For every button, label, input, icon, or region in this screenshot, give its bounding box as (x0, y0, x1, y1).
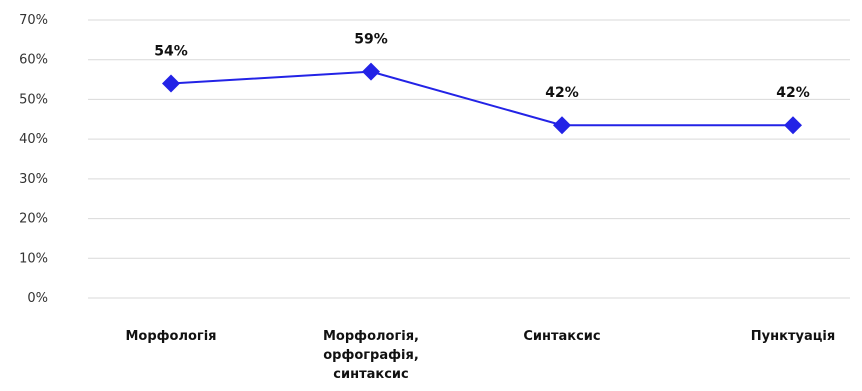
y-tick-label: 40% (19, 132, 48, 147)
y-axis-tick-labels: 0% 10% 20% 30% 40% 50% 60% 70% (19, 13, 48, 306)
data-label: 59% (354, 32, 388, 48)
x-category-label: Морфологія, орфографія, синтаксис (323, 329, 419, 382)
series-line (170, 70, 793, 127)
y-tick-label: 0% (27, 291, 48, 306)
x-category-label: Синтаксис (523, 329, 600, 344)
x-category-label: Морфологія (125, 329, 216, 344)
x-category-label-line: синтаксис (333, 367, 408, 382)
y-tick-label: 70% (19, 13, 48, 28)
x-axis-category-labels: Морфологія Морфологія, орфографія, синтакси… (125, 329, 835, 382)
data-label: 42% (545, 85, 579, 101)
data-point-marker (362, 62, 380, 81)
data-label: 42% (776, 85, 810, 101)
x-category-label-line: Пунктуація (751, 329, 835, 344)
y-tick-label: 10% (19, 251, 48, 266)
y-tick-label: 50% (19, 92, 48, 107)
series-line-layer (170, 70, 793, 127)
x-category-label-line: орфографія, (323, 348, 419, 363)
data-label: 54% (154, 44, 188, 60)
data-point-marker (162, 74, 180, 93)
data-markers (162, 62, 802, 135)
y-tick-label: 20% (19, 212, 48, 227)
y-tick-label: 30% (19, 172, 48, 187)
gridlines (88, 19, 850, 299)
data-labels: 54% 59% 42% 42% (154, 32, 810, 102)
data-point-marker (553, 116, 571, 135)
x-category-label-line: Синтаксис (523, 329, 600, 344)
y-tick-label: 60% (19, 53, 48, 68)
data-point-marker (784, 116, 802, 135)
x-category-label-line: Морфологія (125, 329, 216, 344)
x-category-label: Пунктуація (751, 329, 835, 344)
x-category-label-line: Морфологія, (323, 329, 419, 344)
